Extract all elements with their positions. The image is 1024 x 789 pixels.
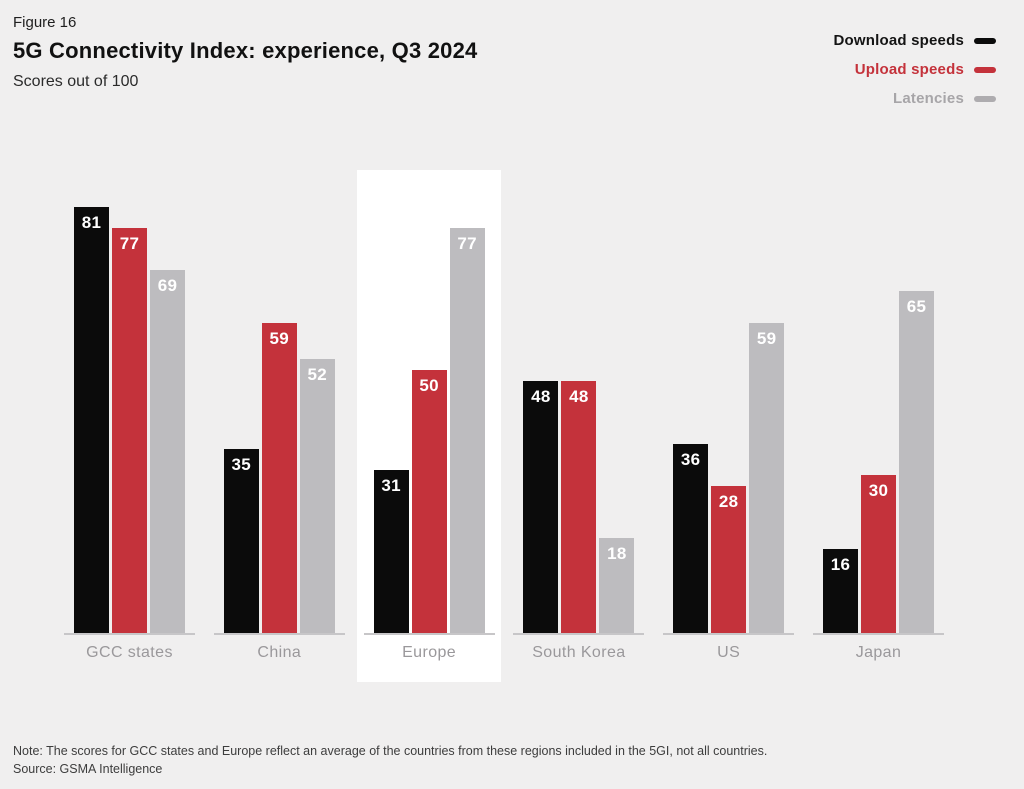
category-label: Japan xyxy=(855,644,902,661)
bar: 31 xyxy=(373,470,409,633)
bar-value-label: 50 xyxy=(419,376,439,395)
note-text: Note: The scores for GCC states and Euro… xyxy=(13,744,768,758)
bar-cluster: 16 30 65 xyxy=(813,107,944,633)
bar-value-label: 30 xyxy=(868,481,889,500)
bar: 77 xyxy=(449,228,485,633)
bar-value-label: 65 xyxy=(906,297,927,316)
bar-value-label: 81 xyxy=(81,213,102,232)
bar-group: 35 59 52 China xyxy=(213,107,345,662)
legend-swatch xyxy=(974,95,996,102)
bar-group: 16 30 65 Japan xyxy=(812,107,944,662)
source-text: Source: GSMA Intelligence xyxy=(13,762,163,776)
footnote: Note: The scores for GCC states and Euro… xyxy=(13,742,767,778)
legend-label: Upload speeds xyxy=(854,61,964,78)
chart-header: Figure 16 5G Connectivity Index: experie… xyxy=(13,14,477,91)
bar-chart: 81 77 69 GCC states 35 59 52 China 31 50 77 Europe 4… xyxy=(64,107,944,707)
bar: 50 xyxy=(411,370,447,633)
bar: 59 xyxy=(749,323,785,633)
legend-label: Latencies xyxy=(893,90,964,107)
bar-groups: 81 77 69 GCC states 35 59 52 China 31 50 77 Europe 4… xyxy=(64,107,944,662)
bar: 28 xyxy=(711,486,747,633)
bar: 69 xyxy=(150,270,185,633)
bar: 65 xyxy=(898,291,934,633)
axis-baseline xyxy=(663,633,795,635)
bar: 16 xyxy=(822,549,858,633)
bar-value-label: 52 xyxy=(307,365,328,384)
axis-baseline xyxy=(64,633,195,635)
category-label: South Korea xyxy=(532,644,626,661)
bar: 81 xyxy=(74,207,109,633)
page-title: 5G Connectivity Index: experience, Q3 20… xyxy=(13,38,478,63)
bar: 52 xyxy=(299,359,335,633)
bar-value-label: 18 xyxy=(607,544,627,563)
axis-baseline xyxy=(513,633,645,635)
bar-cluster: 35 59 52 xyxy=(214,107,345,633)
chart-legend: Download speeds Upload speeds Latencies xyxy=(833,31,996,108)
bar-value-label: 16 xyxy=(830,555,851,574)
legend-item: Download speeds xyxy=(833,31,996,50)
bar-value-label: 77 xyxy=(119,234,140,253)
bar-group: 48 48 18 South Korea xyxy=(513,107,645,662)
bar-value-label: 77 xyxy=(457,234,477,253)
bar-value-label: 59 xyxy=(756,329,777,348)
bar-value-label: 48 xyxy=(569,387,589,406)
bar-cluster: 36 28 59 xyxy=(663,107,794,633)
legend-item: Upload speeds xyxy=(833,60,996,79)
figure-label: Figure 16 xyxy=(13,14,77,31)
axis-baseline xyxy=(363,633,495,635)
axis-baseline xyxy=(213,633,345,635)
bar: 30 xyxy=(860,475,896,633)
bar-group: 36 28 59 US xyxy=(663,107,795,662)
axis-baseline xyxy=(812,633,944,635)
category-label: GCC states xyxy=(86,644,173,661)
legend-swatch xyxy=(974,66,996,73)
bar: 77 xyxy=(112,228,147,633)
bar-cluster: 31 50 77 xyxy=(364,107,495,633)
bar-value-label: 59 xyxy=(269,329,290,348)
bar-cluster: 48 48 18 xyxy=(513,107,644,633)
bar-value-label: 31 xyxy=(381,476,401,495)
category-label: US xyxy=(717,644,741,661)
category-label: Europe xyxy=(402,644,457,661)
bar: 35 xyxy=(223,449,259,633)
bar-group: 81 77 69 GCC states xyxy=(64,107,195,662)
legend-swatch xyxy=(974,37,996,44)
bar: 59 xyxy=(261,323,297,633)
bar: 48 xyxy=(561,381,597,633)
bar-value-label: 36 xyxy=(680,450,701,469)
bar: 36 xyxy=(673,444,709,633)
legend-item: Latencies xyxy=(833,89,996,108)
chart-subtitle: Scores out of 100 xyxy=(13,73,139,90)
bar: 18 xyxy=(599,538,635,633)
legend-label: Download speeds xyxy=(833,32,964,49)
bar-value-label: 35 xyxy=(231,455,252,474)
category-label: China xyxy=(257,644,302,661)
bar-value-label: 69 xyxy=(157,276,178,295)
bar-cluster: 81 77 69 xyxy=(64,107,195,633)
bar-value-label: 28 xyxy=(718,492,739,511)
bar: 48 xyxy=(523,381,559,633)
bar-group: 31 50 77 Europe xyxy=(363,107,495,662)
bar-value-label: 48 xyxy=(531,387,551,406)
